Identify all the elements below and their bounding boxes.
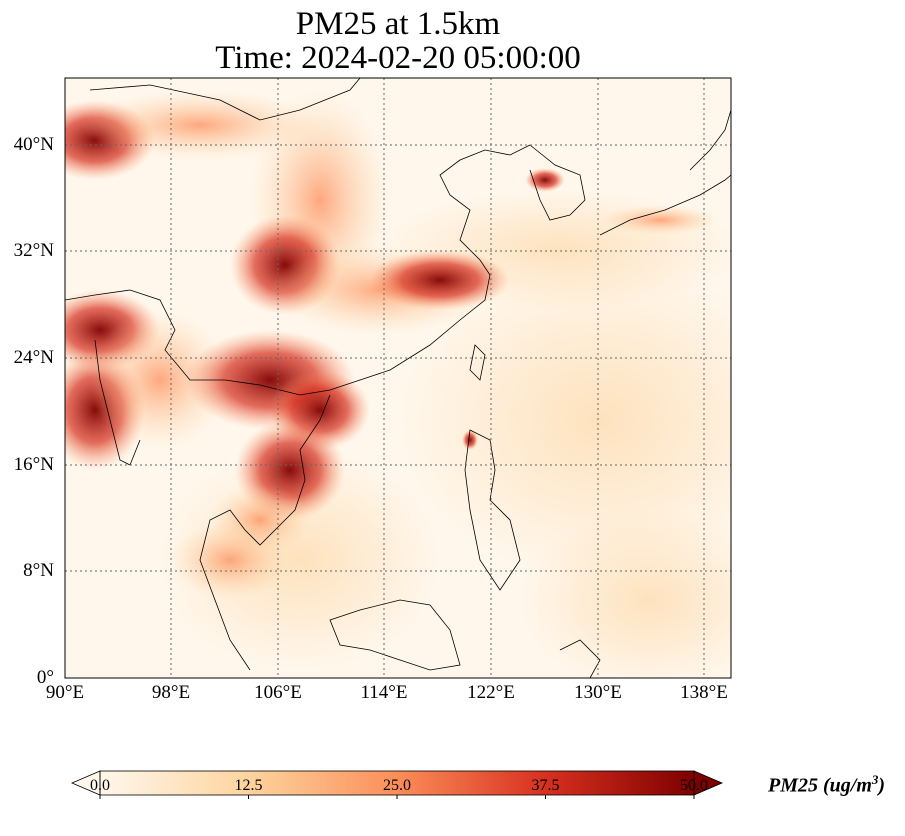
map-title-line2: Time: 2024-02-20 05:00:00	[215, 40, 581, 76]
colorbar-tick-0: 0.0	[90, 777, 110, 794]
colorbar-tick-25: 25.0	[383, 777, 411, 794]
y-tick-24n: 24°N	[13, 347, 54, 368]
colorbar-label-main: PM25 (ug/m	[768, 774, 872, 797]
map-frame	[64, 77, 732, 679]
colorbar-label-superscript: 3	[871, 772, 879, 787]
colorbar-tick-12-5: 12.5	[234, 777, 263, 794]
colorbar-label: PM25 (ug/m3)	[768, 772, 885, 798]
colorbar	[70, 770, 724, 799]
y-tick-16n: 16°N	[13, 454, 54, 475]
x-tick-106e: 106°E	[254, 682, 302, 703]
y-tick-8n: 8°N	[23, 560, 54, 581]
x-tick-130e: 130°E	[574, 682, 622, 703]
y-tick-32n: 32°N	[13, 240, 54, 261]
colorbar-tick-50: 50.0	[680, 777, 708, 794]
x-tick-138e: 138°E	[680, 682, 728, 703]
x-tick-114e: 114°E	[360, 682, 408, 703]
x-tick-90e: 90°E	[45, 682, 85, 703]
x-tick-98e: 98°E	[151, 682, 191, 703]
gridlines	[65, 78, 731, 678]
x-tick-122e: 122°E	[467, 682, 515, 703]
colorbar-label-close: )	[878, 774, 886, 797]
map-title-line1: PM25 at 1.5km	[295, 6, 501, 42]
y-tick-40n: 40°N	[13, 134, 54, 155]
colorbar-tick-37-5: 37.5	[531, 777, 560, 794]
y-tick-0: 0°	[36, 667, 54, 688]
pm25-field	[65, 78, 731, 678]
